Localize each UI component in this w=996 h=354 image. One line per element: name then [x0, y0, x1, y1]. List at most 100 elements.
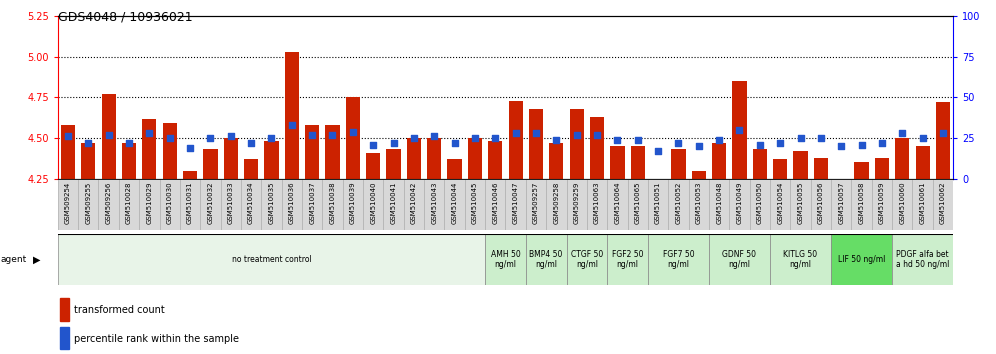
- Bar: [611, 146, 624, 179]
- Text: GSM510040: GSM510040: [371, 181, 376, 224]
- Point: [345, 129, 361, 135]
- Bar: [750, 179, 770, 230]
- Bar: [648, 234, 709, 285]
- Bar: [915, 146, 930, 179]
- Bar: [427, 138, 441, 179]
- Text: GSM510037: GSM510037: [309, 181, 315, 224]
- Text: GSM510060: GSM510060: [899, 181, 905, 224]
- Bar: [709, 179, 729, 230]
- Text: GSM510062: GSM510062: [940, 181, 946, 224]
- Point: [60, 133, 76, 139]
- Bar: [874, 158, 889, 179]
- Bar: [732, 81, 747, 179]
- Text: AMH 50
ng/ml: AMH 50 ng/ml: [491, 250, 520, 269]
- Bar: [648, 179, 668, 230]
- Bar: [58, 179, 78, 230]
- Bar: [386, 149, 400, 179]
- Bar: [671, 149, 685, 179]
- Bar: [892, 234, 953, 285]
- Text: GSM509256: GSM509256: [106, 181, 112, 224]
- Point: [202, 135, 218, 141]
- Bar: [729, 179, 750, 230]
- Point: [487, 135, 503, 141]
- Bar: [305, 125, 320, 179]
- Bar: [691, 171, 706, 179]
- Text: GSM510028: GSM510028: [125, 181, 132, 224]
- Bar: [81, 143, 96, 179]
- Bar: [61, 298, 70, 321]
- Text: GSM510046: GSM510046: [492, 181, 498, 224]
- Text: GDS4048 / 10936021: GDS4048 / 10936021: [58, 11, 192, 24]
- Point: [813, 135, 829, 141]
- Bar: [162, 124, 177, 179]
- Bar: [326, 125, 340, 179]
- Text: GSM510036: GSM510036: [289, 181, 295, 224]
- Point: [101, 132, 117, 138]
- Text: GSM510031: GSM510031: [187, 181, 193, 224]
- Point: [81, 140, 97, 146]
- Text: GSM510059: GSM510059: [878, 181, 885, 224]
- Bar: [709, 234, 770, 285]
- Bar: [343, 179, 363, 230]
- Text: FGF2 50
ng/ml: FGF2 50 ng/ml: [612, 250, 643, 269]
- Bar: [668, 179, 688, 230]
- Bar: [794, 151, 808, 179]
- Point: [141, 130, 157, 136]
- Point: [122, 140, 137, 146]
- Bar: [855, 162, 869, 179]
- Bar: [142, 119, 156, 179]
- Text: GSM510057: GSM510057: [839, 181, 845, 224]
- Text: GSM510041: GSM510041: [390, 181, 396, 224]
- Point: [793, 135, 809, 141]
- Bar: [282, 179, 302, 230]
- Bar: [139, 179, 159, 230]
- Point: [670, 140, 686, 146]
- Bar: [485, 234, 526, 285]
- Point: [366, 142, 381, 147]
- Text: GSM510029: GSM510029: [146, 181, 152, 224]
- Bar: [529, 109, 543, 179]
- Bar: [712, 143, 726, 179]
- Bar: [933, 179, 953, 230]
- Text: GSM510049: GSM510049: [736, 181, 742, 224]
- Point: [711, 137, 727, 143]
- Bar: [78, 179, 99, 230]
- Bar: [102, 94, 116, 179]
- Bar: [58, 234, 485, 285]
- Bar: [831, 179, 852, 230]
- Point: [264, 135, 280, 141]
- Bar: [119, 179, 139, 230]
- Text: GSM509257: GSM509257: [533, 181, 539, 224]
- Point: [935, 130, 951, 136]
- Text: GSM510032: GSM510032: [207, 181, 213, 224]
- Text: GSM510034: GSM510034: [248, 181, 254, 224]
- Point: [284, 122, 300, 128]
- Point: [406, 135, 422, 141]
- Point: [650, 148, 666, 154]
- Point: [385, 140, 401, 146]
- Point: [772, 140, 788, 146]
- Text: FGF7 50
ng/ml: FGF7 50 ng/ml: [662, 250, 694, 269]
- Text: PDGF alfa bet
a hd 50 ng/ml: PDGF alfa bet a hd 50 ng/ml: [896, 250, 949, 269]
- Text: GSM510056: GSM510056: [818, 181, 824, 224]
- Bar: [99, 179, 119, 230]
- Bar: [220, 179, 241, 230]
- Bar: [346, 97, 360, 179]
- Text: GSM510051: GSM510051: [655, 181, 661, 224]
- Text: GSM510050: GSM510050: [757, 181, 763, 224]
- Bar: [590, 117, 605, 179]
- Text: BMP4 50
ng/ml: BMP4 50 ng/ml: [530, 250, 563, 269]
- Point: [894, 130, 910, 136]
- Bar: [468, 138, 482, 179]
- Point: [834, 143, 850, 149]
- Text: GSM510030: GSM510030: [166, 181, 172, 224]
- Point: [161, 135, 177, 141]
- Bar: [770, 179, 791, 230]
- Bar: [567, 179, 587, 230]
- Text: GSM509254: GSM509254: [65, 181, 71, 224]
- Bar: [549, 143, 564, 179]
- Text: GSM510047: GSM510047: [513, 181, 519, 224]
- Bar: [403, 179, 424, 230]
- Point: [873, 140, 889, 146]
- Text: CTGF 50
ng/ml: CTGF 50 ng/ml: [571, 250, 603, 269]
